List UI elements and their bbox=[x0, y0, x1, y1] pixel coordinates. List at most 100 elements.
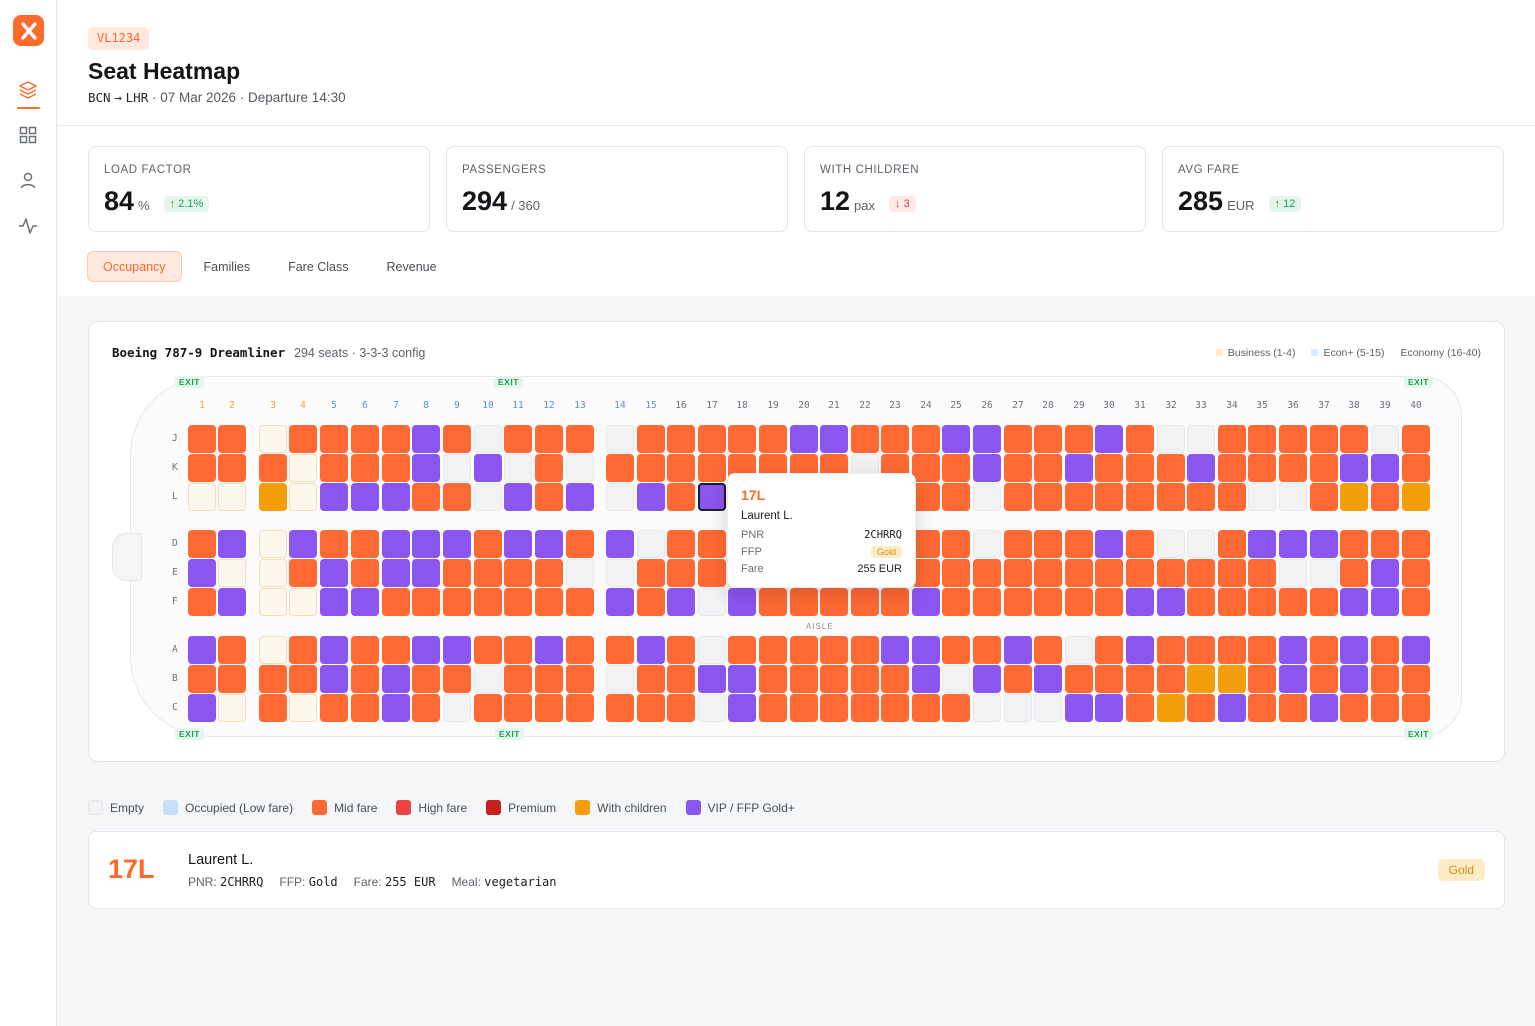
seat-26K[interactable] bbox=[973, 454, 1001, 482]
seat-9L[interactable] bbox=[443, 483, 471, 511]
seat-30E[interactable] bbox=[1095, 559, 1123, 587]
seat-15L[interactable] bbox=[637, 483, 665, 511]
seat-7K[interactable] bbox=[382, 454, 410, 482]
seat-28E[interactable] bbox=[1034, 559, 1062, 587]
seat-1J[interactable] bbox=[188, 425, 216, 453]
seat-25L[interactable] bbox=[942, 483, 970, 511]
seat-27B[interactable] bbox=[1004, 665, 1032, 693]
seat-16K[interactable] bbox=[667, 454, 695, 482]
seat-25K[interactable] bbox=[942, 454, 970, 482]
seat-40F[interactable] bbox=[1402, 588, 1430, 616]
seat-34L[interactable] bbox=[1218, 483, 1246, 511]
seat-38J[interactable] bbox=[1340, 425, 1368, 453]
seat-29L[interactable] bbox=[1065, 483, 1093, 511]
seat-10D[interactable] bbox=[474, 530, 502, 558]
seat-13A[interactable] bbox=[566, 636, 594, 664]
seat-28D[interactable] bbox=[1034, 530, 1062, 558]
seat-36J[interactable] bbox=[1279, 425, 1307, 453]
seat-8K[interactable] bbox=[412, 454, 440, 482]
seat-14C[interactable] bbox=[606, 694, 634, 722]
seat-31A[interactable] bbox=[1126, 636, 1154, 664]
seat-33A[interactable] bbox=[1187, 636, 1215, 664]
seat-5A[interactable] bbox=[320, 636, 348, 664]
seat-8F[interactable] bbox=[412, 588, 440, 616]
seat-2F[interactable] bbox=[218, 588, 246, 616]
seat-2E[interactable] bbox=[218, 559, 246, 587]
tab-families[interactable]: Families bbox=[203, 260, 251, 274]
seat-36E[interactable] bbox=[1279, 559, 1307, 587]
seat-12D[interactable] bbox=[535, 530, 563, 558]
seat-6L[interactable] bbox=[351, 483, 379, 511]
seat-12K[interactable] bbox=[535, 454, 563, 482]
seat-10E[interactable] bbox=[474, 559, 502, 587]
seat-38B[interactable] bbox=[1340, 665, 1368, 693]
seat-20F[interactable] bbox=[790, 588, 818, 616]
seat-6E[interactable] bbox=[351, 559, 379, 587]
seat-21A[interactable] bbox=[820, 636, 848, 664]
seat-22A[interactable] bbox=[851, 636, 879, 664]
seat-11L[interactable] bbox=[504, 483, 532, 511]
grid-icon[interactable] bbox=[17, 124, 39, 146]
seat-8B[interactable] bbox=[412, 665, 440, 693]
seat-32L[interactable] bbox=[1157, 483, 1185, 511]
seat-11F[interactable] bbox=[504, 588, 532, 616]
seat-12L[interactable] bbox=[535, 483, 563, 511]
seat-26D[interactable] bbox=[973, 530, 1001, 558]
seat-14D[interactable] bbox=[606, 530, 634, 558]
seat-34C[interactable] bbox=[1218, 694, 1246, 722]
seat-31J[interactable] bbox=[1126, 425, 1154, 453]
seat-15C[interactable] bbox=[637, 694, 665, 722]
seat-13K[interactable] bbox=[566, 454, 594, 482]
seat-16E[interactable] bbox=[667, 559, 695, 587]
seat-13L[interactable] bbox=[566, 483, 594, 511]
seat-40B[interactable] bbox=[1402, 665, 1430, 693]
seat-34J[interactable] bbox=[1218, 425, 1246, 453]
seat-9J[interactable] bbox=[443, 425, 471, 453]
seat-39K[interactable] bbox=[1371, 454, 1399, 482]
seat-2B[interactable] bbox=[218, 665, 246, 693]
seat-26C[interactable] bbox=[973, 694, 1001, 722]
seat-27A[interactable] bbox=[1004, 636, 1032, 664]
seat-13B[interactable] bbox=[566, 665, 594, 693]
seat-2C[interactable] bbox=[218, 694, 246, 722]
seat-32J[interactable] bbox=[1157, 425, 1185, 453]
seat-5J[interactable] bbox=[320, 425, 348, 453]
seat-7E[interactable] bbox=[382, 559, 410, 587]
seat-5D[interactable] bbox=[320, 530, 348, 558]
seat-34B[interactable] bbox=[1218, 665, 1246, 693]
seat-9K[interactable] bbox=[443, 454, 471, 482]
seat-31D[interactable] bbox=[1126, 530, 1154, 558]
seat-26F[interactable] bbox=[973, 588, 1001, 616]
seat-19A[interactable] bbox=[759, 636, 787, 664]
seat-14J[interactable] bbox=[606, 425, 634, 453]
seat-17C[interactable] bbox=[698, 694, 726, 722]
seat-2L[interactable] bbox=[218, 483, 246, 511]
seat-17D[interactable] bbox=[698, 530, 726, 558]
seat-21C[interactable] bbox=[820, 694, 848, 722]
seat-8J[interactable] bbox=[412, 425, 440, 453]
seat-4L[interactable] bbox=[289, 483, 317, 511]
seat-6F[interactable] bbox=[351, 588, 379, 616]
seat-35B[interactable] bbox=[1248, 665, 1276, 693]
seat-36C[interactable] bbox=[1279, 694, 1307, 722]
seat-34E[interactable] bbox=[1218, 559, 1246, 587]
seat-18A[interactable] bbox=[728, 636, 756, 664]
seat-22J[interactable] bbox=[851, 425, 879, 453]
seat-33E[interactable] bbox=[1187, 559, 1215, 587]
seat-4F[interactable] bbox=[289, 588, 317, 616]
seat-38F[interactable] bbox=[1340, 588, 1368, 616]
seat-29B[interactable] bbox=[1065, 665, 1093, 693]
seat-15D[interactable] bbox=[637, 530, 665, 558]
seat-39E[interactable] bbox=[1371, 559, 1399, 587]
seat-17A[interactable] bbox=[698, 636, 726, 664]
seat-34F[interactable] bbox=[1218, 588, 1246, 616]
seat-37A[interactable] bbox=[1310, 636, 1338, 664]
seat-18B[interactable] bbox=[728, 665, 756, 693]
seat-33D[interactable] bbox=[1187, 530, 1215, 558]
seat-29A[interactable] bbox=[1065, 636, 1093, 664]
seat-8L[interactable] bbox=[412, 483, 440, 511]
seat-38A[interactable] bbox=[1340, 636, 1368, 664]
seat-27J[interactable] bbox=[1004, 425, 1032, 453]
seat-26L[interactable] bbox=[973, 483, 1001, 511]
seat-25J[interactable] bbox=[942, 425, 970, 453]
